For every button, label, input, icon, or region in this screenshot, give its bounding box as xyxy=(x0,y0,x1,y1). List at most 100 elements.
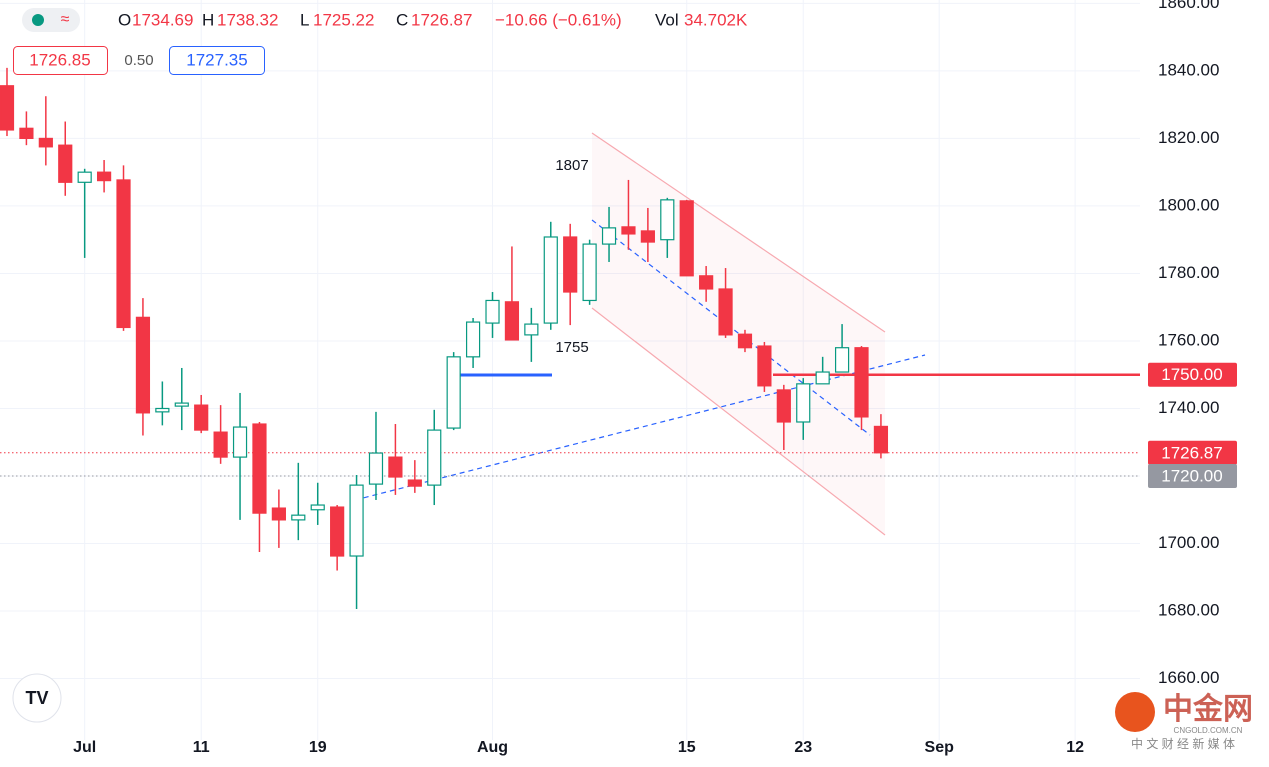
price-label-box xyxy=(1148,464,1237,489)
x-tick-label: 23 xyxy=(794,739,812,756)
candle-body xyxy=(737,333,753,349)
candle-body xyxy=(194,404,209,431)
y-tick-label: 1800.00 xyxy=(1158,195,1219,214)
status-dot xyxy=(32,14,44,26)
grid xyxy=(0,0,1140,740)
legend-value: 1738.32 xyxy=(217,10,278,29)
y-tick-label: 1740.00 xyxy=(1158,398,1219,417)
y-tick-label: 1820.00 xyxy=(1158,128,1219,147)
legend-label: C xyxy=(396,10,408,29)
candle-body xyxy=(485,299,500,324)
candle-body xyxy=(873,425,889,454)
candle-body xyxy=(155,407,170,413)
legend-label: Vol xyxy=(655,10,679,29)
watermark: 中金网 xyxy=(1163,692,1253,726)
candle-body xyxy=(718,288,733,336)
candle-body xyxy=(96,171,112,182)
candle-body xyxy=(349,484,364,557)
candle-body xyxy=(524,323,539,336)
candle-body xyxy=(232,426,248,458)
symbol-icons[interactable] xyxy=(22,8,80,32)
y-tick-label: 1660.00 xyxy=(1158,668,1219,687)
candle-body xyxy=(504,301,520,341)
annotation: 1807 xyxy=(555,157,588,174)
candle-body xyxy=(660,199,675,241)
x-tick-label: 12 xyxy=(1066,739,1084,756)
candle-body xyxy=(446,356,461,429)
candle-body xyxy=(776,389,791,423)
candle-body xyxy=(291,514,306,521)
x-tick-label: 19 xyxy=(309,739,327,756)
legend-label: O xyxy=(118,10,131,29)
legend-label: H xyxy=(202,10,214,29)
candle-body xyxy=(465,321,481,358)
y-tick-label: 1840.00 xyxy=(1158,60,1219,79)
candle-body xyxy=(58,144,73,183)
candle-body xyxy=(310,504,325,511)
price-label: 1750.00 xyxy=(1161,365,1222,384)
candle-body xyxy=(174,402,189,407)
candle-body xyxy=(854,347,869,418)
y-tick-label: 1760.00 xyxy=(1158,330,1219,349)
candle-body xyxy=(330,506,345,557)
candle-body xyxy=(679,200,694,277)
candle-body xyxy=(543,236,558,324)
axes: 1660.00 1680.00 1700.00 1720.00 1740.00 1760.… xyxy=(73,0,1237,756)
candle-body xyxy=(19,127,34,140)
watermark-tagline: 中 文 财 经 新 媒 体 xyxy=(1131,736,1235,751)
x-tick-label: Aug xyxy=(477,739,508,756)
legend-label: L xyxy=(300,10,309,29)
price-label-box xyxy=(1148,440,1237,465)
legend-value: 1726.87 xyxy=(411,10,472,29)
candle-body xyxy=(757,345,772,387)
candle-body xyxy=(388,456,403,478)
candle-body xyxy=(815,371,830,385)
candle-body xyxy=(699,275,714,290)
candle-body xyxy=(271,507,286,521)
price-label-box xyxy=(1148,362,1237,387)
candle-body xyxy=(407,479,422,487)
tv-logo[interactable] xyxy=(12,673,62,723)
candle-body xyxy=(135,316,151,414)
y-tick-label: 1700.00 xyxy=(1158,533,1219,552)
levels xyxy=(0,373,1140,477)
candle-body xyxy=(0,85,15,131)
annotation: 1755 xyxy=(555,339,588,356)
x-tick-label: Sep xyxy=(925,739,955,756)
legend-value: 1734.69 xyxy=(132,10,193,29)
x-tick-label: 15 xyxy=(678,739,696,756)
x-tick-label: 11 xyxy=(193,739,210,756)
candle-body xyxy=(427,429,442,486)
price-label: 1720.00 xyxy=(1161,466,1222,485)
buy-button[interactable] xyxy=(169,46,265,75)
bid: 1726.85 xyxy=(29,50,90,69)
y-tick-label: 1780.00 xyxy=(1158,263,1219,282)
candle-body xyxy=(621,226,636,235)
candle-body xyxy=(601,227,617,245)
y-tick-label: 1860.00 xyxy=(1158,0,1219,12)
candle-body xyxy=(116,179,131,329)
candles xyxy=(0,67,889,610)
legend-value: 34.702K xyxy=(684,10,748,29)
channel-line xyxy=(591,307,886,536)
x-tick-label: Jul xyxy=(73,739,96,756)
candle-body xyxy=(582,243,597,302)
candle-body xyxy=(77,171,92,183)
watermark-logo xyxy=(1115,692,1155,732)
candle-body xyxy=(252,423,267,514)
legend-change: −10.66 (−0.61%) xyxy=(495,10,622,29)
candle-body xyxy=(796,383,811,423)
tv-logo-text: TV xyxy=(25,688,48,708)
spread: 0.50 xyxy=(124,52,153,69)
channel-line xyxy=(591,132,886,333)
candle-body xyxy=(368,452,384,485)
icon: ≈ xyxy=(61,11,70,28)
legend-value: 1725.22 xyxy=(313,10,374,29)
trend-line xyxy=(354,354,926,501)
candle-body xyxy=(834,347,850,373)
candle-body xyxy=(640,230,655,243)
sell-button[interactable] xyxy=(13,46,108,75)
candle-body xyxy=(213,431,228,458)
y-tick-label: 1680.00 xyxy=(1158,601,1219,620)
